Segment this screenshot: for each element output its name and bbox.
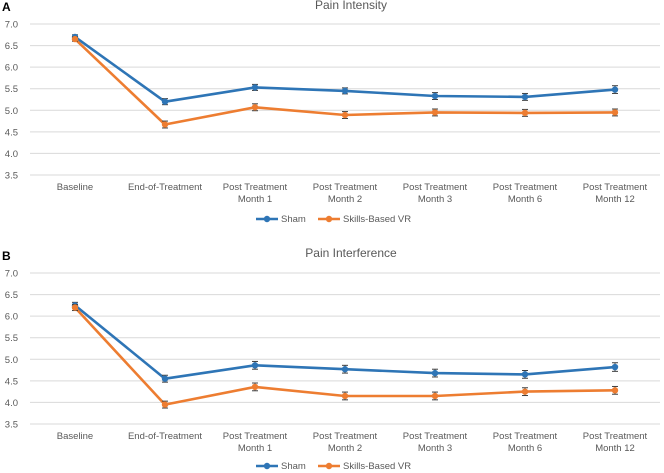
chart-panel-a: A Pain Intensity 3.5 4.0 4.5 5.0 5.5 6.0 6.5 7.0 B… [2, 0, 660, 225]
y-tick-label: 5.0 [5, 106, 18, 117]
data-point [161, 401, 169, 408]
x-tick-label: End-of-Treatment [128, 431, 202, 442]
x-tick-label: Post Treatment [223, 182, 288, 193]
data-point [431, 109, 439, 116]
x-tick-label: Post Treatment [313, 431, 378, 442]
data-point [161, 375, 169, 382]
legend-label: Sham [281, 461, 306, 472]
y-tick-label: 6.5 [5, 41, 18, 52]
data-point [161, 121, 169, 128]
y-tick-label: 3.5 [5, 171, 18, 182]
x-tick-label: Baseline [57, 431, 93, 442]
y-tick-label: 4.5 [5, 127, 18, 138]
series-skills-based-vr [71, 303, 619, 409]
data-point [251, 84, 259, 91]
x-tick-label: Month 3 [418, 194, 452, 205]
series-sham [71, 33, 619, 106]
series-sham [71, 301, 619, 383]
data-point [341, 366, 349, 373]
data-point [431, 92, 439, 100]
x-tick-label: Month 2 [328, 194, 362, 205]
y-tick-label: 6.0 [5, 312, 18, 323]
x-tick-label: Month 12 [595, 194, 635, 205]
x-tick-label: Month 3 [418, 443, 452, 454]
y-tick-label: 4.0 [5, 149, 18, 160]
data-point [341, 87, 349, 95]
chart-title: Pain Interference [305, 246, 397, 260]
legend-marker [325, 462, 333, 470]
panel-letter: A [2, 0, 11, 14]
data-point [431, 392, 439, 400]
data-point [611, 363, 619, 371]
x-tick-label: Post Treatment [493, 431, 558, 442]
data-point [611, 387, 619, 394]
y-tick-label: 4.5 [5, 376, 18, 387]
y-tick-label: 5.5 [5, 333, 18, 344]
x-tick-label: Post Treatment [223, 431, 288, 442]
data-point [521, 371, 529, 378]
legend-marker [263, 462, 271, 470]
x-tick-label: Month 12 [595, 443, 635, 454]
y-tick-label: 4.0 [5, 398, 18, 409]
y-tick-label: 5.0 [5, 355, 18, 366]
legend-marker [325, 215, 333, 223]
data-point [521, 388, 529, 395]
data-point [251, 383, 259, 391]
legend-label: Skills-Based VR [343, 461, 411, 472]
y-tick-label: 5.5 [5, 84, 18, 95]
data-point [611, 86, 619, 93]
series-line [74, 306, 616, 406]
x-tick-label: Month 6 [508, 443, 542, 454]
data-point [71, 35, 79, 43]
series-skills-based-vr [71, 35, 619, 129]
x-tick-label: Post Treatment [403, 431, 468, 442]
legend: Sham Skills-Based VR [256, 461, 411, 472]
data-point [341, 392, 349, 400]
y-tick-label: 3.5 [5, 420, 18, 431]
data-point [431, 369, 439, 377]
x-tick-label: Month 2 [328, 443, 362, 454]
x-tick-label: Month 1 [238, 443, 272, 454]
x-tick-label: Post Treatment [493, 182, 558, 193]
data-point [611, 109, 619, 116]
x-tick-label: Post Treatment [313, 182, 378, 193]
legend-marker [263, 215, 271, 223]
data-point [251, 362, 259, 369]
y-tick-label: 7.0 [5, 20, 18, 31]
x-tick-label: Month 6 [508, 194, 542, 205]
data-point [161, 98, 169, 105]
y-tick-label: 6.0 [5, 63, 18, 74]
data-point [521, 109, 529, 117]
legend-label: Sham [281, 214, 306, 225]
data-point [251, 104, 259, 111]
x-tick-label: Post Treatment [583, 182, 648, 193]
y-tick-label: 7.0 [5, 269, 18, 280]
chart-title: Pain Intensity [315, 0, 387, 12]
x-tick-label: End-of-Treatment [128, 182, 202, 193]
legend-label: Skills-Based VR [343, 214, 411, 225]
x-tick-label: Post Treatment [403, 182, 468, 193]
y-tick-label: 6.5 [5, 290, 18, 301]
data-point [521, 93, 529, 101]
chart-panel-b: B Pain Interference 3.5 4.0 4.5 5.0 5.5 6.0 6.5 7… [2, 246, 660, 472]
data-point [341, 111, 349, 119]
panel-letter: B [2, 249, 11, 263]
data-point [71, 304, 79, 311]
legend: Sham Skills-Based VR [256, 214, 411, 225]
x-tick-label: Baseline [57, 182, 93, 193]
x-tick-label: Post Treatment [583, 431, 648, 442]
x-tick-label: Month 1 [238, 194, 272, 205]
